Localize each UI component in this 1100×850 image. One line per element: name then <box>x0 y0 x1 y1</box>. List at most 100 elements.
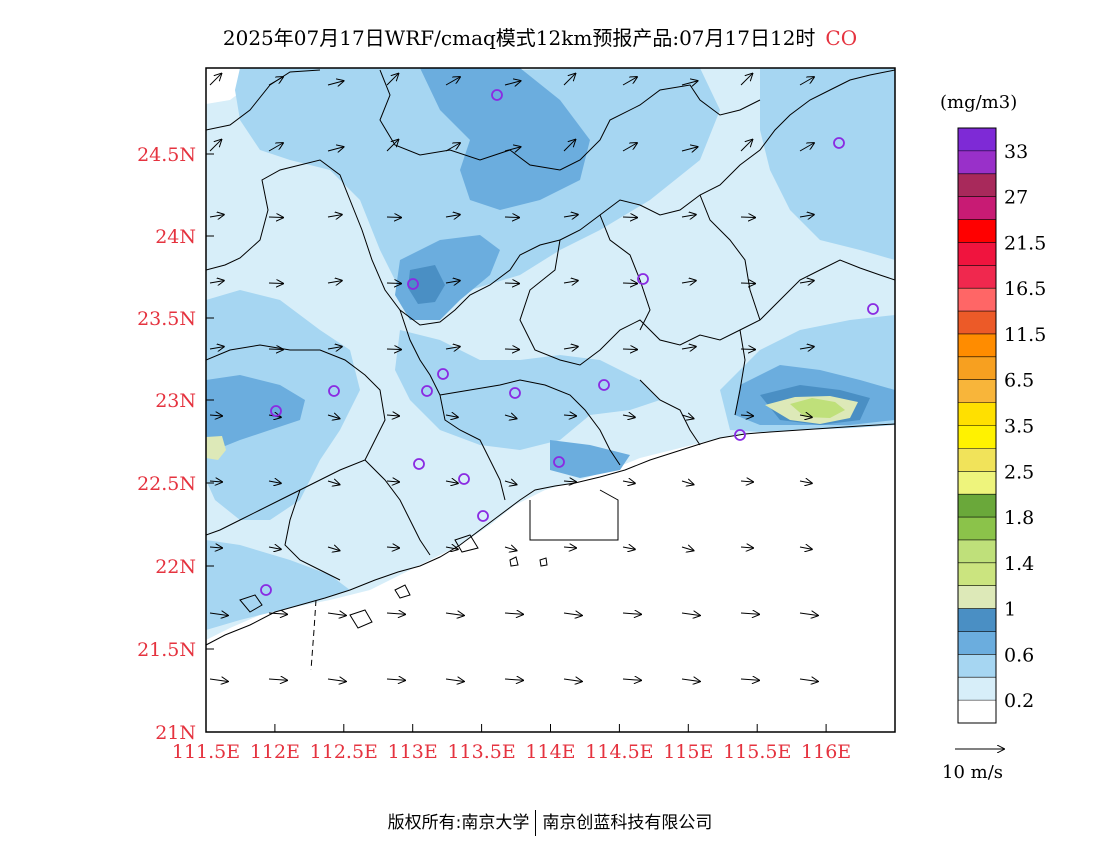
y-tick-label: 23N <box>155 390 196 412</box>
wind-arrow <box>504 283 519 284</box>
field-0.8-south <box>550 440 630 478</box>
wind-arrow <box>268 283 283 284</box>
wind-arrow <box>504 679 523 680</box>
title-species: CO <box>825 26 858 50</box>
wind-arrow <box>327 481 340 485</box>
wind-arrow <box>209 281 224 283</box>
wind-arrow <box>799 281 814 283</box>
wind-arrow <box>209 613 228 616</box>
x-tick-label: 115.5E <box>723 741 791 763</box>
wind-arrow <box>268 679 287 680</box>
title-main: 2025年07月17日WRF/cmaq模式12km预报产品:07月17日12时 <box>222 26 816 50</box>
wind-arrow <box>740 283 755 284</box>
county-border-6 <box>284 459 431 581</box>
colorbar-swatch <box>958 494 996 518</box>
wind-arrow <box>681 415 694 419</box>
wind-arrow <box>681 613 700 616</box>
wind-arrow <box>327 679 346 682</box>
wind-arrow <box>327 415 340 419</box>
wind-arrow <box>504 613 523 614</box>
x-tick-label: 112.5E <box>310 741 378 763</box>
wind-arrow <box>740 547 753 548</box>
x-tick-label: 114.5E <box>585 741 653 763</box>
x-axis: 111.5E 112E 112.5E 113E 113.5E 114E 114.5E 115E… <box>172 724 851 763</box>
chart-title: 2025年07月17日WRF/cmaq模式12km预报产品:07月17日12时 C… <box>0 22 1080 51</box>
wind-arrow <box>445 613 464 616</box>
wind-arrow <box>504 147 521 151</box>
colorbar <box>957 127 997 724</box>
footer-left: 版权所有:南京大学 <box>387 813 530 833</box>
field-0.8-north <box>420 68 590 210</box>
wind-arrow <box>209 140 221 152</box>
colorbar-swatch <box>958 219 996 243</box>
station-marker <box>270 405 282 417</box>
colorbar-label: 6.5 <box>1004 370 1034 392</box>
wind-arrow <box>622 217 637 218</box>
colorbar-swatch <box>958 677 996 701</box>
station-marker <box>458 473 470 485</box>
x-tick-label: 114E <box>525 741 575 763</box>
wind-arrow <box>622 481 635 483</box>
colorbar-swatch <box>958 608 996 632</box>
admin-boundaries <box>206 69 895 671</box>
wind-arrow <box>209 415 222 416</box>
wind-arrow <box>386 140 398 152</box>
wind-arrow <box>681 679 700 682</box>
station-marker <box>509 387 521 399</box>
field-0.6-southwest <box>206 540 350 630</box>
wind-arrow <box>209 679 228 682</box>
wind-arrow <box>563 347 578 349</box>
y-tick-label: 21N <box>155 722 196 744</box>
colorbar-swatch <box>958 196 996 221</box>
wind-arrow <box>209 347 224 349</box>
wind-arrow <box>445 547 458 549</box>
wind-arrow <box>563 613 582 616</box>
colorbar-swatch <box>958 128 996 152</box>
colorbar-label: 1.8 <box>1004 507 1034 529</box>
colorbar-swatch <box>958 425 996 449</box>
wind-arrow <box>740 415 753 416</box>
wind-arrow <box>327 547 340 551</box>
station-marker <box>328 385 340 397</box>
station-marker <box>421 385 433 397</box>
station-marker <box>553 456 565 468</box>
colorbar-swatch <box>958 585 996 610</box>
wind-arrow <box>268 349 283 350</box>
station-marker <box>598 379 610 391</box>
wind-arrow <box>622 415 635 417</box>
wind-arrow <box>681 81 698 85</box>
wind-arrow <box>445 347 460 349</box>
x-tick-label: 112E <box>250 741 300 763</box>
wind-arrow <box>740 613 759 614</box>
colorbar-swatch <box>958 562 996 587</box>
county-border-7 <box>639 329 746 446</box>
wind-arrow <box>563 415 576 416</box>
station-marker <box>407 278 419 290</box>
wind-arrow <box>681 347 696 349</box>
wind-arrow <box>209 481 222 482</box>
wind-arrow <box>740 481 753 482</box>
wind-arrow <box>799 613 818 616</box>
station-marker <box>833 137 845 149</box>
wind-arrow <box>681 281 696 283</box>
wind-arrow <box>563 215 578 217</box>
wind-arrow <box>504 81 521 85</box>
wind-arrow <box>622 143 637 152</box>
wind-arrow <box>799 215 814 217</box>
wind-vectors <box>209 74 818 682</box>
colorbar-label: 0.2 <box>1004 690 1034 712</box>
x-tick-label: 111.5E <box>172 741 240 763</box>
county-border-2 <box>519 239 895 366</box>
wind-arrow <box>445 281 460 283</box>
wind-arrow <box>799 77 814 86</box>
x-tick-label: 115E <box>663 741 713 763</box>
county-border-3 <box>599 194 761 331</box>
colorbar-swatch <box>958 654 996 678</box>
wind-arrow <box>681 481 694 485</box>
colorbar-swatch <box>958 356 996 381</box>
wind-arrow <box>563 74 575 86</box>
colorbar-label: 3.5 <box>1004 416 1034 438</box>
y-tick-label: 23.5N <box>137 308 196 330</box>
wind-arrow <box>799 415 812 417</box>
